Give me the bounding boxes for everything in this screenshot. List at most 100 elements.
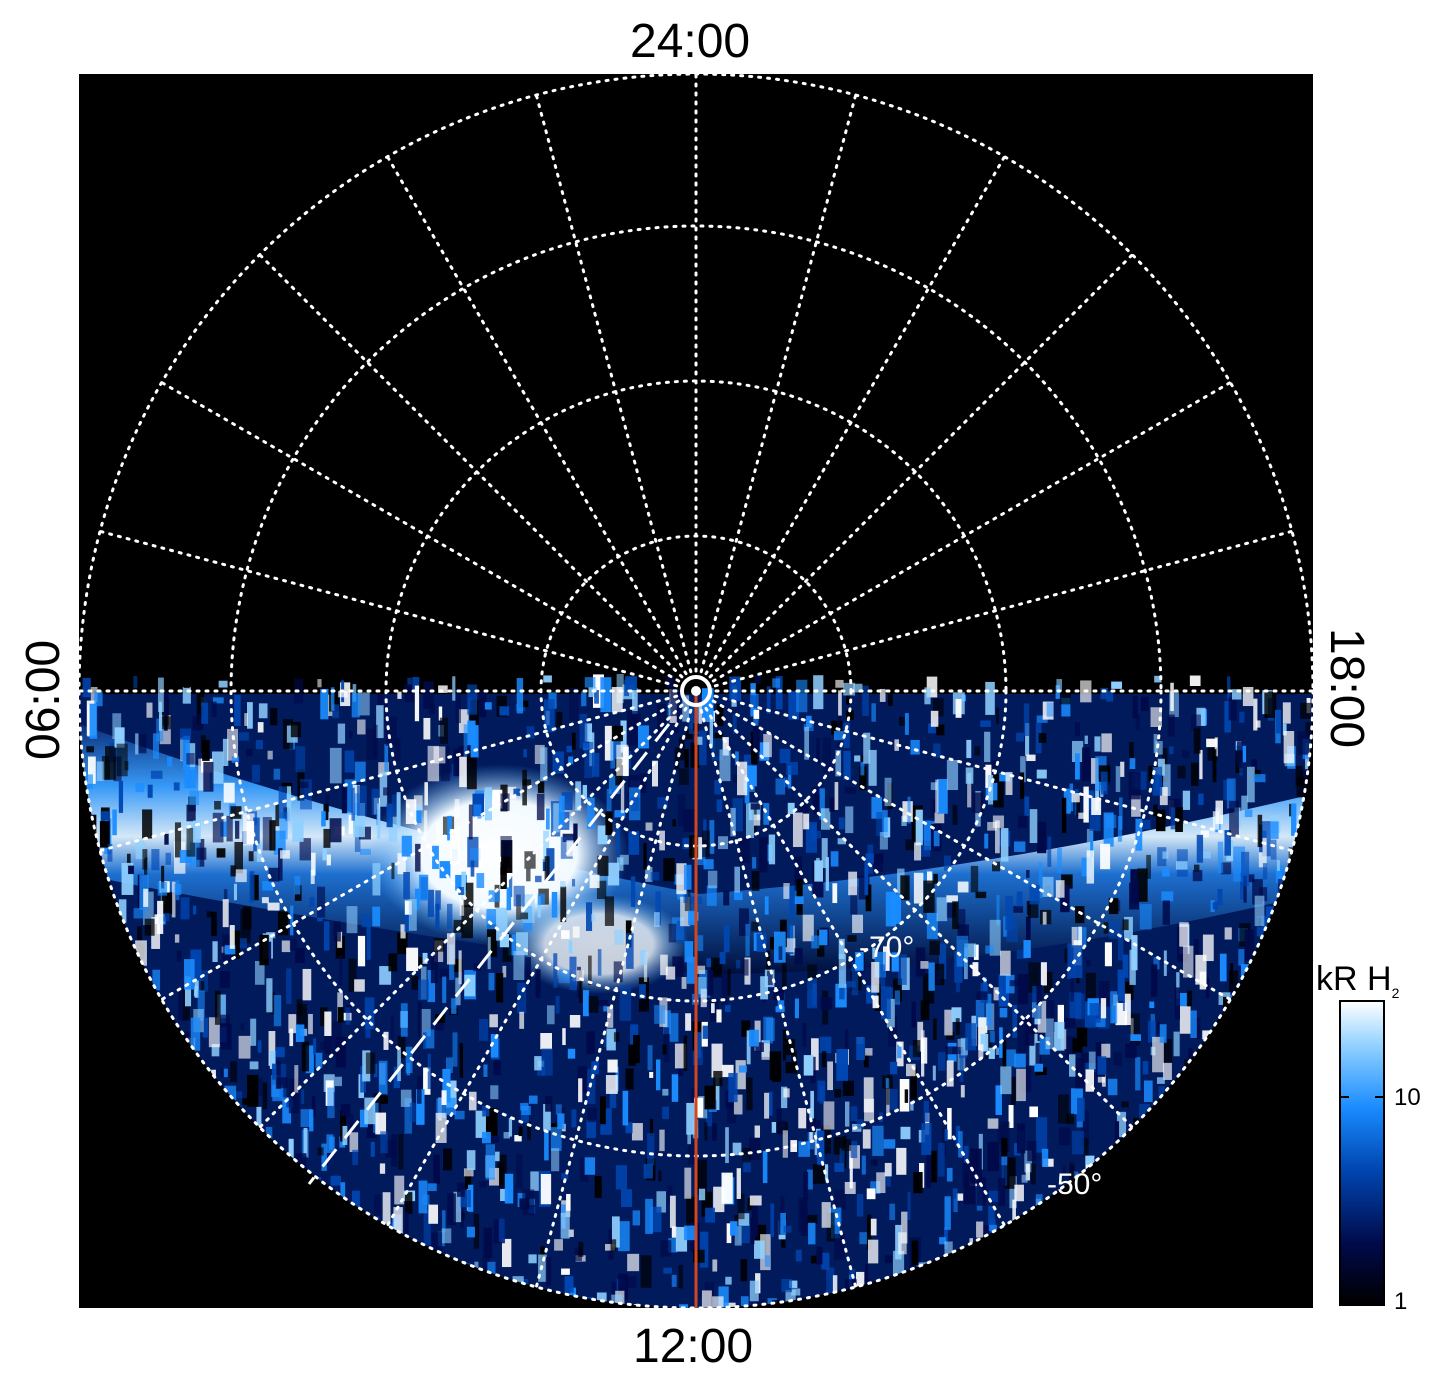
emission-pixel [1086, 850, 1095, 884]
emission-pixel [775, 778, 786, 795]
emission-pixel [1083, 790, 1095, 811]
emission-pixel [714, 779, 721, 795]
emission-pixel [1071, 740, 1084, 763]
emission-pixel [324, 1023, 331, 1055]
emission-pixel [761, 1040, 770, 1060]
emission-pixel [923, 820, 935, 851]
emission-pixel [643, 1163, 653, 1179]
emission-pixel [253, 817, 260, 852]
emission-pixel [938, 1052, 946, 1071]
emission-pixel [599, 1096, 606, 1125]
emission-pixel [732, 714, 737, 734]
emission-pixel [627, 751, 632, 769]
emission-pixel [545, 808, 550, 830]
emission-pixel [116, 743, 128, 777]
emission-pixel [802, 914, 814, 942]
emission-pixel [460, 1196, 464, 1229]
emission-pixel [1157, 847, 1167, 867]
emission-pixel [843, 682, 856, 696]
emission-pixel [235, 869, 247, 883]
emission-pixel [258, 703, 268, 719]
emission-pixel [798, 1197, 808, 1232]
emission-pixel [249, 871, 255, 903]
emission-pixel [794, 856, 803, 891]
emission-pixel [543, 830, 550, 862]
emission-pixel [1119, 797, 1123, 830]
emission-pixel [890, 1061, 898, 1075]
emission-pixel [1244, 929, 1255, 961]
emission-pixel [301, 1041, 310, 1072]
emission-pixel [173, 782, 180, 791]
emission-pixel [822, 737, 831, 773]
emission-pixel [773, 988, 784, 1001]
emission-pixel [860, 762, 865, 776]
emission-pixel [876, 812, 883, 837]
emission-pixel [427, 745, 440, 782]
emission-pixel [676, 863, 687, 895]
emission-pixel [750, 803, 760, 810]
emission-pixel [632, 688, 638, 715]
emission-pixel [775, 676, 783, 710]
emission-pixel [1252, 879, 1263, 905]
emission-pixel [1027, 901, 1039, 918]
emission-pixel [604, 1244, 616, 1251]
emission-pixel [300, 779, 312, 810]
emission-pixel [716, 1009, 722, 1023]
emission-pixel [905, 839, 915, 851]
emission-pixel [537, 781, 545, 793]
emission-pixel [466, 1150, 476, 1170]
emission-pixel [400, 1003, 408, 1037]
emission-pixel [662, 1044, 667, 1055]
emission-pixel [372, 863, 381, 896]
emission-pixel [407, 677, 412, 686]
longitude-line [699, 93, 858, 674]
emission-pixel [611, 1294, 623, 1308]
emission-pixel [721, 971, 728, 1006]
emission-pixel [834, 1162, 845, 1172]
emission-pixel [1177, 765, 1186, 779]
emission-pixel [1091, 797, 1102, 816]
emission-pixel [730, 1221, 738, 1236]
emission-pixel [763, 803, 770, 825]
emission-pixel [273, 768, 281, 780]
emission-pixel [1125, 1043, 1137, 1058]
emission-pixel [910, 739, 920, 755]
emission-pixel [174, 884, 182, 895]
emission-pixel [899, 716, 907, 726]
emission-pixel [364, 997, 375, 1030]
emission-pixel [1153, 804, 1158, 817]
emission-pixel [486, 908, 497, 930]
emission-pixel [1223, 996, 1230, 1014]
emission-pixel [393, 1207, 403, 1238]
emission-pixel [1130, 1013, 1141, 1046]
emission-pixel [520, 912, 529, 920]
emission-pixel [182, 687, 191, 704]
emission-pixel [313, 1038, 317, 1055]
emission-pixel [383, 1031, 389, 1050]
emission-pixel [859, 1232, 871, 1245]
emission-pixel [1154, 675, 1162, 683]
emission-pixel [872, 859, 883, 872]
emission-pixel [1040, 962, 1047, 986]
emission-pixel [1215, 800, 1223, 825]
emission-pixel [502, 965, 507, 978]
emission-pixel [713, 1070, 723, 1087]
emission-pixel [244, 713, 248, 726]
emission-pixel [752, 721, 760, 752]
emission-pixel [556, 711, 563, 728]
emission-pixel [1212, 749, 1217, 783]
emission-pixel [701, 688, 714, 722]
emission-pixel [330, 687, 335, 711]
emission-pixel [610, 1239, 617, 1252]
emission-pixel [262, 1082, 268, 1110]
emission-pixel [811, 935, 820, 949]
emission-pixel [87, 704, 92, 737]
emission-pixel [357, 785, 367, 816]
emission-pixel [734, 866, 740, 893]
emission-pixel [688, 704, 699, 734]
emission-pixel [211, 751, 224, 784]
emission-pixel [892, 1250, 905, 1283]
emission-pixel [1085, 972, 1097, 1004]
emission-pixel [320, 1007, 328, 1027]
emission-pixel [365, 1021, 371, 1039]
